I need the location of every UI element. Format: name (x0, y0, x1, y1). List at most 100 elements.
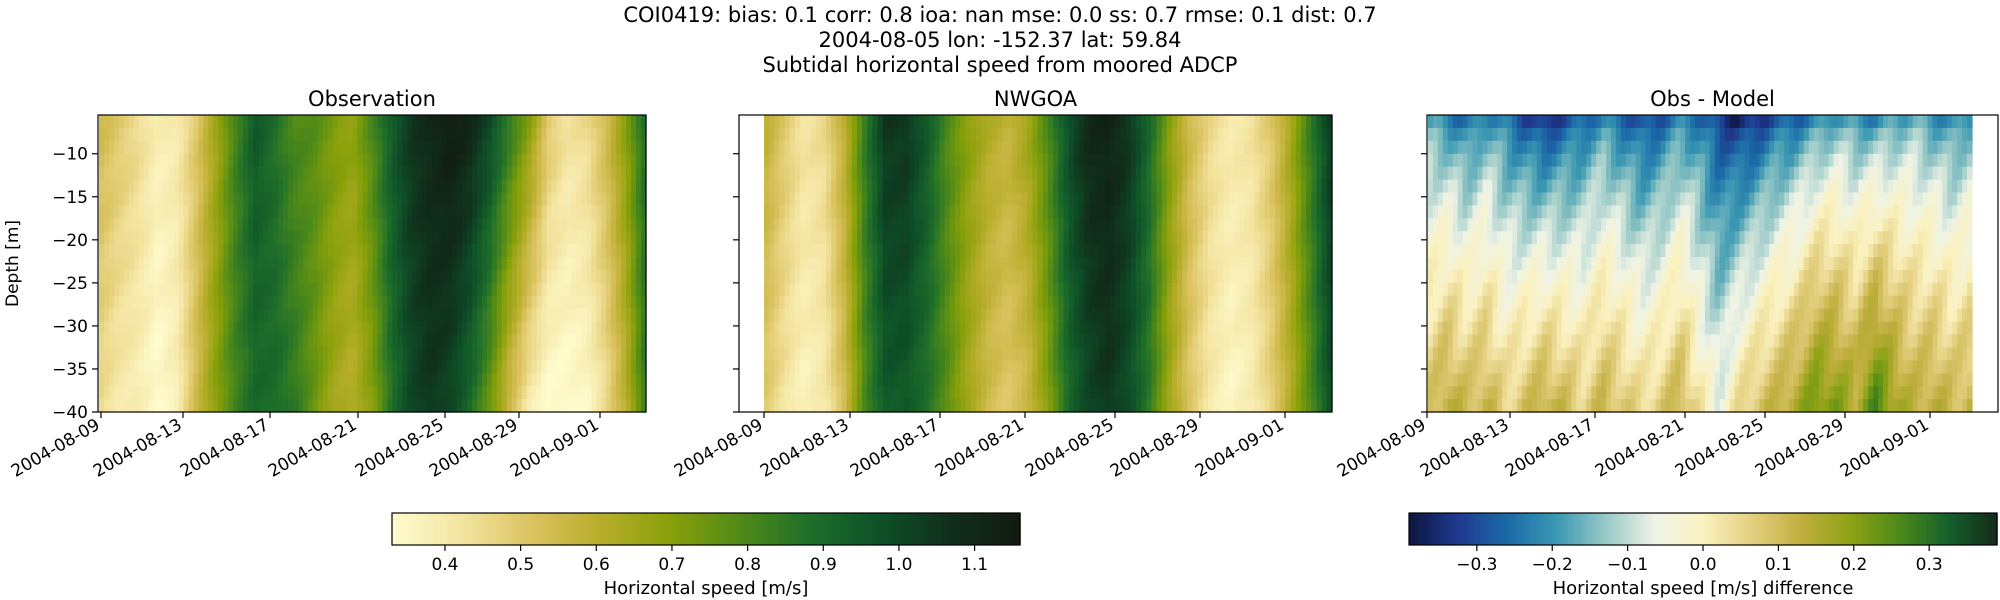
heatmap-cell (986, 334, 992, 349)
heatmap-cell (576, 321, 582, 336)
heatmap-cell (561, 115, 568, 129)
heatmap-cell (387, 244, 393, 258)
heatmap-cell (153, 231, 160, 245)
heatmap-cell (561, 218, 568, 232)
heatmap-cell (1295, 399, 1302, 413)
heatmap-cell (1151, 244, 1158, 258)
heatmap-cell (113, 295, 120, 310)
heatmap-cell (432, 205, 438, 219)
heatmap-cell (387, 192, 393, 206)
heatmap-cell (248, 269, 254, 284)
heatmap-cell (198, 115, 205, 129)
heatmap-cell (118, 192, 125, 206)
heatmap-cell (893, 321, 899, 336)
heatmap-cell (138, 347, 145, 361)
heatmap-cell (496, 231, 503, 245)
heatmap-cell (312, 192, 319, 206)
heatmap-cell (536, 140, 543, 155)
heatmap-cell (297, 153, 304, 168)
heatmap-cell (913, 218, 920, 232)
heatmap-cell (541, 257, 548, 271)
heatmap-cell (1001, 334, 1008, 349)
heatmap-cell (1218, 166, 1225, 181)
heatmap-cell (581, 373, 587, 387)
heatmap-cell (872, 218, 879, 232)
heatmap-cell (223, 386, 229, 400)
heatmap-cell (173, 373, 180, 387)
heatmap-cell (402, 153, 408, 168)
heatmap-cell (636, 386, 642, 400)
heatmap-cell (248, 360, 254, 374)
heatmap-cell (1042, 244, 1049, 258)
heatmap-cell (784, 115, 791, 129)
heatmap-cell (481, 347, 488, 361)
heatmap-cell (471, 386, 478, 400)
heatmap-cell (641, 334, 647, 349)
heatmap-cell (1290, 373, 1297, 387)
heatmap-cell (218, 153, 224, 168)
heatmap-cell (1285, 347, 1292, 361)
heatmap-cell (1078, 386, 1085, 400)
heatmap-cell (556, 140, 563, 155)
heatmap-cell (387, 127, 393, 142)
heatmap-cell (877, 127, 884, 142)
heatmap-cell (273, 166, 279, 181)
heatmap-cell (887, 373, 894, 387)
heatmap-cell (347, 347, 354, 361)
heatmap-cell (118, 282, 125, 297)
heatmap-cell (862, 231, 868, 245)
heatmap-cell (1130, 295, 1137, 310)
heatmap-cell (841, 334, 848, 349)
heatmap-cell (233, 218, 239, 232)
heatmap-cell (1017, 373, 1023, 387)
heatmap-cell (1233, 127, 1240, 142)
heatmap-cell (1068, 166, 1075, 181)
heatmap-cell (322, 399, 329, 413)
heatmap-cell (779, 115, 786, 129)
heatmap-cell (1073, 334, 1080, 349)
heatmap-cell (292, 308, 299, 323)
heatmap-cell (392, 257, 398, 271)
heatmap-cell (273, 115, 279, 129)
heatmap-cell (616, 257, 622, 271)
heatmap-cell (970, 321, 977, 336)
heatmap-cell (168, 218, 175, 232)
heatmap-cell (1275, 192, 1281, 206)
heatmap-cell (836, 244, 843, 258)
heatmap-cell (934, 192, 941, 206)
heatmap-cell (944, 269, 951, 284)
heatmap-cell (1295, 308, 1302, 323)
heatmap-cell (327, 321, 334, 336)
heatmap-cell (273, 231, 279, 245)
heatmap-cell (342, 218, 349, 232)
heatmap-cell (377, 360, 384, 374)
heatmap-cell (148, 282, 155, 297)
heatmap-cell (496, 386, 503, 400)
heatmap-cell (1202, 347, 1209, 361)
heatmap-cell (531, 308, 538, 323)
heatmap-cell (1125, 321, 1132, 336)
heatmap-cell (1254, 205, 1261, 219)
heatmap-cell (516, 257, 523, 271)
heatmap-cell (1218, 360, 1225, 374)
heatmap-cell (831, 179, 837, 194)
heatmap-cell (546, 140, 553, 155)
heatmap-cell (1022, 360, 1028, 374)
heatmap-cell (218, 179, 224, 194)
heatmap-cell (228, 347, 234, 361)
heatmap-cell (178, 269, 185, 284)
heatmap-cell (1290, 244, 1297, 258)
heatmap-cell (825, 386, 832, 400)
heatmap-cell (924, 244, 930, 258)
heatmap-cell (872, 321, 879, 336)
heatmap-cell (491, 399, 498, 413)
heatmap-cell (841, 218, 848, 232)
heatmap-cell (1208, 360, 1214, 374)
heatmap-cell (302, 140, 309, 155)
heatmap-cell (238, 386, 244, 400)
heatmap-cell (536, 127, 543, 142)
heatmap-cell (193, 321, 200, 336)
heatmap-cell (332, 179, 339, 194)
heatmap-cell (1084, 373, 1090, 387)
heatmap-cell (347, 360, 354, 374)
